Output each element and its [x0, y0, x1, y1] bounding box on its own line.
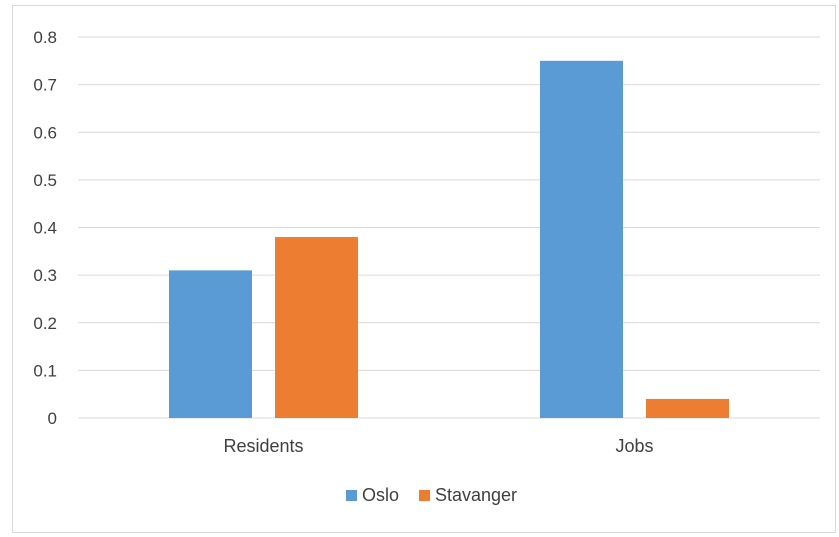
y-tick-label: 0.4 [33, 219, 57, 238]
legend-swatch-oslo [346, 490, 357, 501]
bars [169, 60, 729, 418]
y-tick-label: 0 [48, 409, 57, 428]
y-tick-label: 0.1 [33, 361, 57, 380]
y-tick-label: 0.6 [33, 123, 57, 142]
bar-stavanger-jobs [646, 398, 729, 418]
legend-swatch-stavanger [419, 490, 430, 501]
legend-label-stavanger: Stavanger [435, 485, 517, 505]
y-tick-label: 0.3 [33, 266, 57, 285]
bar-oslo-jobs [540, 60, 623, 418]
y-tick-label: 0.8 [33, 28, 57, 47]
legend: Oslo Stavanger [346, 485, 517, 505]
y-tick-label: 0.7 [33, 76, 57, 95]
y-tick-label: 0.2 [33, 314, 57, 333]
x-category-label: Jobs [615, 436, 653, 456]
bar-stavanger-residents [275, 237, 358, 418]
y-tick-label: 0.5 [33, 171, 57, 190]
chart-frame [12, 5, 836, 533]
y-axis-tick-labels: 0 0.1 0.2 0.3 0.4 0.5 0.6 0.7 0.8 [33, 28, 57, 428]
x-category-label: Residents [223, 436, 303, 456]
legend-label-oslo: Oslo [362, 485, 399, 505]
bar-oslo-residents [169, 270, 252, 418]
x-axis-category-labels: Residents Jobs [223, 436, 653, 456]
